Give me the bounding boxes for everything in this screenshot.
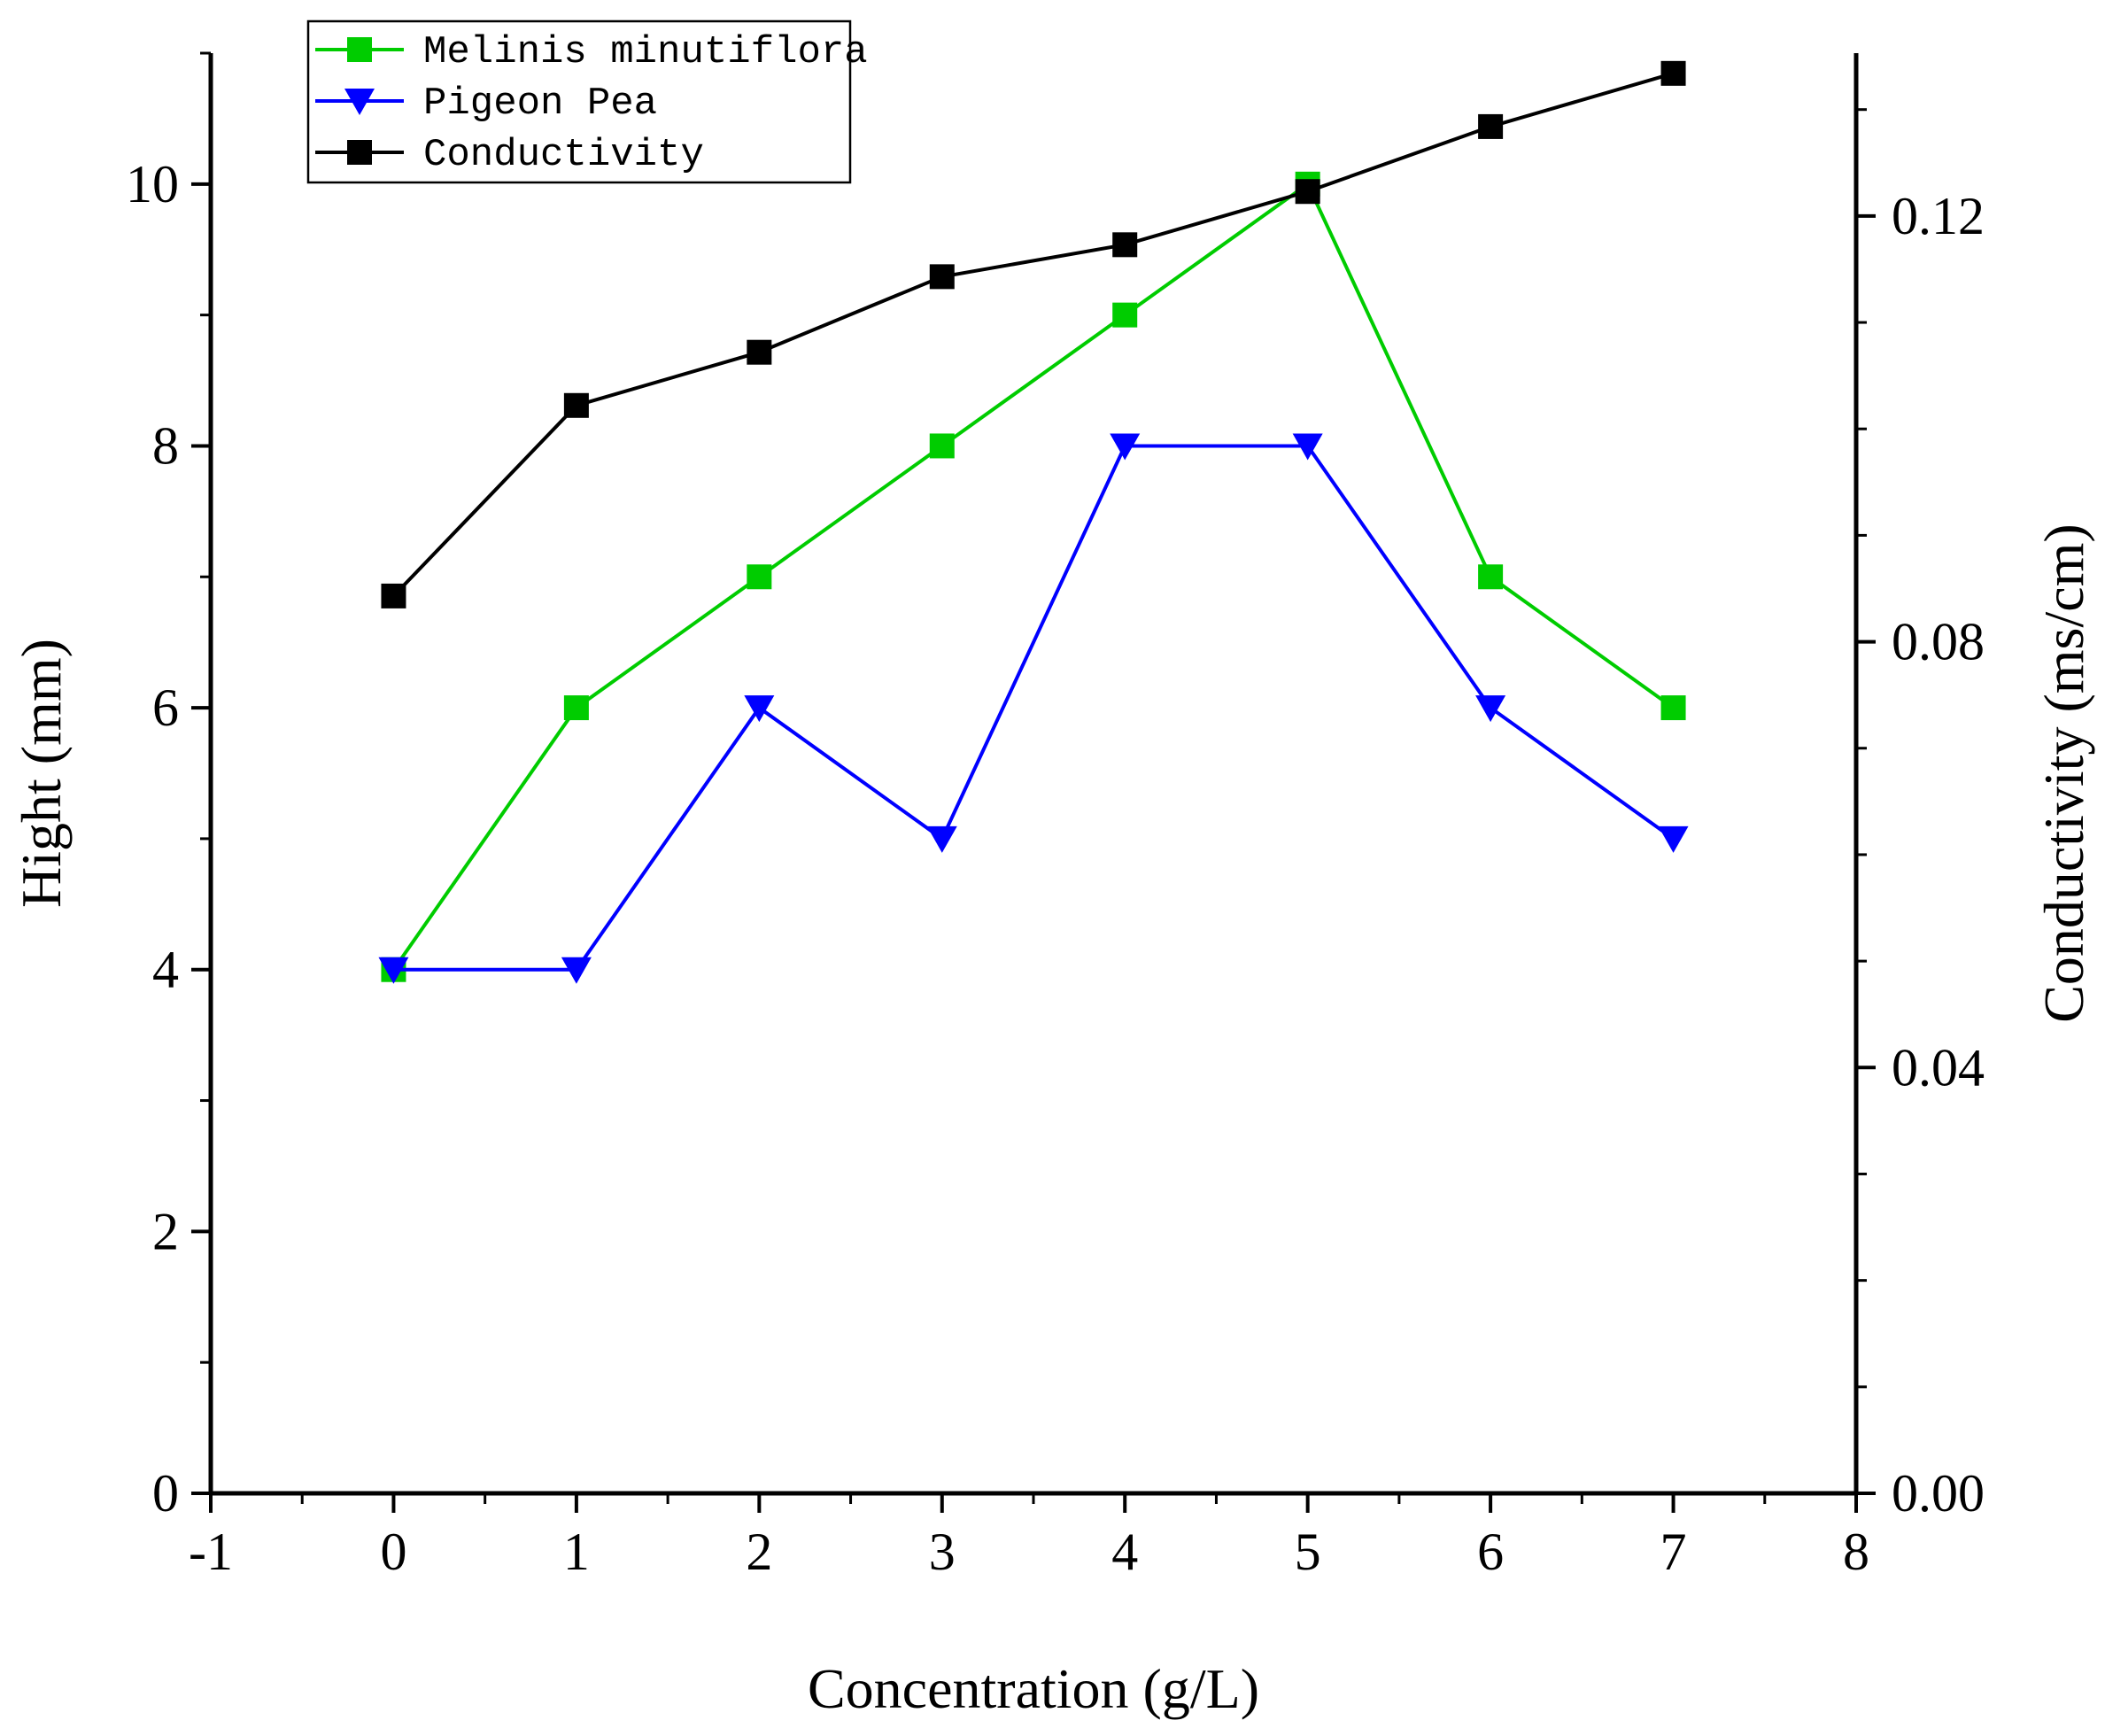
right-y-axis-title: Conductivity (ms/cm) xyxy=(2032,523,2095,1023)
data-point xyxy=(378,957,409,984)
y-tick-label: 0 xyxy=(152,1464,179,1523)
legend-items: Melinis minutiflora Pigeon Pea Conductivit… xyxy=(315,30,868,177)
y2-tick-label: 0.12 xyxy=(1892,187,1985,245)
data-point xyxy=(1112,302,1138,328)
legend-item: Conductivity xyxy=(315,133,704,177)
data-point xyxy=(1110,433,1141,461)
series-pigeon-pea xyxy=(378,433,1689,984)
data-point xyxy=(929,264,955,290)
x-tick-label: 0 xyxy=(380,1523,406,1581)
legend-label: Pigeon Pea xyxy=(423,81,657,126)
x-tick-label: 1 xyxy=(563,1523,590,1581)
y-tick-label: 6 xyxy=(152,678,179,737)
data-point xyxy=(744,695,775,723)
x-tick-label: 3 xyxy=(929,1523,956,1581)
x-tick-label: 4 xyxy=(1111,1523,1138,1581)
data-point xyxy=(1658,825,1689,853)
legend-marker xyxy=(347,37,372,62)
right-y-axis-ticks: 0.00 0.04 0.08 0.12 xyxy=(1856,108,1985,1523)
x-tick-label: 8 xyxy=(1843,1523,1869,1581)
series-layer xyxy=(378,60,1689,984)
y-tick-label: 10 xyxy=(126,155,179,213)
data-point xyxy=(747,564,772,590)
x-tick-label: 2 xyxy=(746,1523,772,1581)
legend: Melinis minutiflora Pigeon Pea Conductivit… xyxy=(306,19,868,184)
data-point xyxy=(1660,60,1686,86)
legend-item: Pigeon Pea xyxy=(315,81,657,126)
left-y-axis-ticks: 0 2 4 6 8 10 xyxy=(126,51,211,1523)
legend-label: Conductivity xyxy=(423,133,704,177)
y2-tick-label: 0.00 xyxy=(1892,1464,1985,1523)
legend-marker xyxy=(347,140,372,165)
y-tick-label: 4 xyxy=(152,941,179,999)
data-point xyxy=(929,433,955,459)
data-point xyxy=(1292,433,1323,461)
legend-marker xyxy=(344,89,375,115)
series-melinis-minutiflora xyxy=(381,171,1686,982)
data-point xyxy=(381,583,406,608)
data-point xyxy=(563,392,589,418)
data-point xyxy=(1478,113,1504,139)
series-line xyxy=(393,444,1675,972)
data-point xyxy=(563,695,589,721)
plot-frame xyxy=(208,53,1859,1496)
data-point xyxy=(747,339,772,365)
legend-label: Melinis minutiflora xyxy=(423,30,868,74)
y2-tick-label: 0.08 xyxy=(1892,613,1985,671)
data-point xyxy=(1660,695,1686,721)
left-y-axis-title: Hight (mm) xyxy=(10,639,73,908)
series-line xyxy=(392,71,1675,598)
x-tick-label: 7 xyxy=(1660,1523,1687,1581)
data-point xyxy=(561,957,592,984)
x-tick-label: 5 xyxy=(1295,1523,1321,1581)
data-point xyxy=(926,825,957,853)
series-line xyxy=(391,181,1675,971)
data-point xyxy=(1475,695,1506,723)
x-axis-title: Concentration (g/L) xyxy=(808,1657,1259,1720)
x-tick-label: 6 xyxy=(1477,1523,1504,1581)
x-tick-label: -1 xyxy=(189,1523,233,1581)
x-axis-ticks: -1 0 1 2 3 4 5 6 7 8 xyxy=(189,1493,1869,1581)
y2-tick-label: 0.04 xyxy=(1892,1038,1985,1097)
data-point xyxy=(1478,564,1504,590)
y-tick-label: 2 xyxy=(152,1202,179,1260)
y-tick-label: 8 xyxy=(152,416,179,475)
data-point xyxy=(1295,179,1320,205)
legend-item: Melinis minutiflora xyxy=(315,30,868,74)
data-point xyxy=(1112,232,1138,258)
series-conductivity xyxy=(381,60,1686,608)
